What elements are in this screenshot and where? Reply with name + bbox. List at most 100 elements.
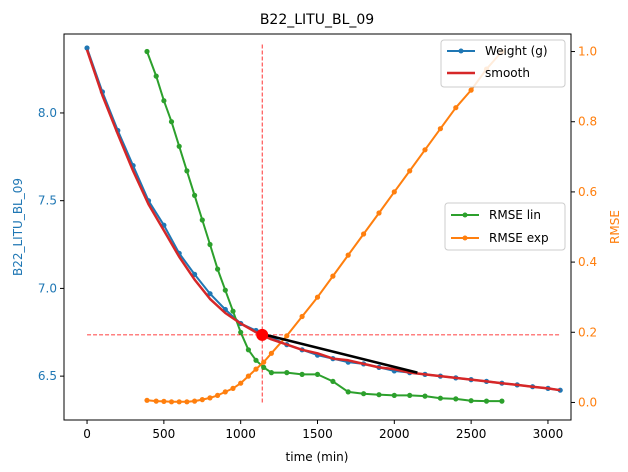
y-axis-left: 6.5 7.0 7.5 8.0: [38, 106, 64, 383]
point-rmse-exp: [361, 231, 367, 237]
point-rmse-lin: [245, 347, 251, 353]
point-rmse-lin: [376, 392, 382, 398]
legend-smooth-label: smooth: [485, 66, 530, 80]
point-rmse-exp: [468, 87, 474, 93]
point-rmse-lin: [144, 48, 150, 55]
point-rmse-lin: [314, 371, 321, 377]
x-tick-label: 500: [152, 427, 175, 441]
legend-mid: RMSE lin RMSE exp: [444, 202, 566, 251]
legend-rmse-lin-label: RMSE lin: [489, 208, 541, 222]
breakpoint-marker: [256, 328, 269, 341]
point-rmse-exp: [215, 392, 221, 398]
point-rmse-lin: [437, 395, 443, 401]
point-rmse-exp: [184, 399, 190, 405]
point-rmse-lin: [222, 287, 228, 293]
point-rmse-lin: [361, 391, 367, 397]
point-rmse-exp: [422, 147, 428, 153]
point-rmse-exp: [245, 373, 251, 379]
point-rmse-lin: [345, 389, 351, 395]
series-line-linear-fit: [261, 332, 418, 374]
y-axis-right: 0.0 0.2 0.4 0.6 0.8 1.0: [571, 45, 597, 409]
y-right-tick-label: 0.2: [578, 325, 597, 339]
point-rmse-lin: [499, 398, 505, 404]
point-rmse-exp: [314, 294, 321, 300]
point-weight-g: [207, 291, 213, 297]
point-rmse-lin: [215, 266, 221, 272]
point-rmse-lin: [422, 393, 428, 399]
point-rmse-lin: [153, 73, 159, 79]
plot-area: [63, 33, 572, 421]
x-tick-label: 3000: [533, 427, 564, 441]
point-rmse-lin: [330, 378, 336, 384]
point-rmse-exp: [284, 333, 290, 339]
point-rmse-exp: [176, 399, 182, 405]
point-rmse-lin: [483, 398, 490, 404]
y-right-tick-label: 0.8: [578, 115, 597, 129]
series-line-smooth: [85, 49, 561, 392]
y-right-tick-label: 1.0: [578, 45, 597, 59]
point-rmse-lin: [253, 357, 259, 363]
x-tick-label: 2500: [456, 427, 487, 441]
point-rmse-lin: [176, 143, 182, 149]
point-rmse-exp: [407, 168, 413, 174]
point-rmse-lin: [261, 364, 267, 370]
point-rmse-exp: [207, 395, 213, 401]
point-rmse-lin: [207, 241, 213, 248]
point-rmse-lin: [407, 392, 413, 398]
point-weight-g: [84, 45, 90, 51]
point-rmse-lin: [284, 370, 290, 376]
point-rmse-lin: [192, 192, 198, 198]
point-rmse-lin: [468, 398, 474, 404]
point-rmse-exp: [268, 350, 274, 356]
point-rmse-lin: [453, 396, 459, 402]
y-left-tick-label: 8.0: [38, 106, 57, 120]
point-rmse-exp: [391, 189, 397, 195]
point-rmse-lin: [230, 308, 236, 314]
point-rmse-exp: [222, 389, 228, 395]
point-rmse-exp: [144, 397, 150, 403]
point-rmse-exp: [437, 126, 443, 132]
x-tick-label: 1000: [225, 427, 256, 441]
legend-rmse-lin-marker: [462, 212, 468, 218]
x-tick-label: 2000: [379, 427, 410, 441]
point-rmse-lin: [199, 217, 205, 223]
y-axis-left-label: B22_LITU_BL_09: [11, 178, 25, 276]
point-rmse-lin: [168, 119, 175, 125]
point-rmse-lin: [391, 392, 397, 398]
y-right-tick-label: 0.6: [578, 185, 597, 199]
point-rmse-exp: [168, 399, 175, 405]
legend-weight-marker: [458, 48, 464, 54]
y-left-tick-label: 6.5: [38, 369, 57, 383]
point-rmse-exp: [238, 380, 244, 386]
point-rmse-lin: [184, 168, 190, 174]
legend-rmse-exp-label: RMSE exp: [489, 231, 549, 245]
y-left-tick-label: 7.0: [38, 281, 57, 295]
point-rmse-exp: [376, 210, 382, 216]
legend-weight-label: Weight (g): [485, 44, 548, 58]
point-rmse-exp: [299, 313, 305, 320]
chart-title: B22_LITU_BL_09: [260, 12, 374, 28]
point-rmse-lin: [268, 370, 274, 376]
legend-top: Weight (g) smooth: [440, 39, 566, 88]
point-rmse-exp: [161, 398, 167, 404]
point-rmse-lin: [299, 371, 305, 377]
point-rmse-lin: [161, 98, 167, 104]
point-rmse-lin: [238, 329, 244, 335]
x-tick-label: 0: [83, 427, 91, 441]
y-axis-right-label: RMSE: [608, 210, 622, 244]
point-rmse-exp: [230, 385, 236, 391]
legend-rmse-exp-marker: [462, 235, 468, 241]
point-rmse-exp: [330, 273, 336, 279]
point-rmse-exp: [253, 366, 259, 372]
y-left-tick-label: 7.5: [38, 194, 57, 208]
point-rmse-exp: [345, 252, 351, 258]
point-rmse-exp: [199, 397, 205, 403]
point-rmse-exp: [261, 359, 267, 365]
point-rmse-exp: [153, 398, 159, 404]
y-right-tick-label: 0.4: [578, 255, 597, 269]
point-rmse-exp: [192, 398, 198, 404]
x-axis: 0 500 1000 1500 2000 2500 3000: [83, 420, 563, 441]
point-rmse-exp: [453, 105, 459, 111]
x-axis-label: time (min): [286, 450, 349, 464]
